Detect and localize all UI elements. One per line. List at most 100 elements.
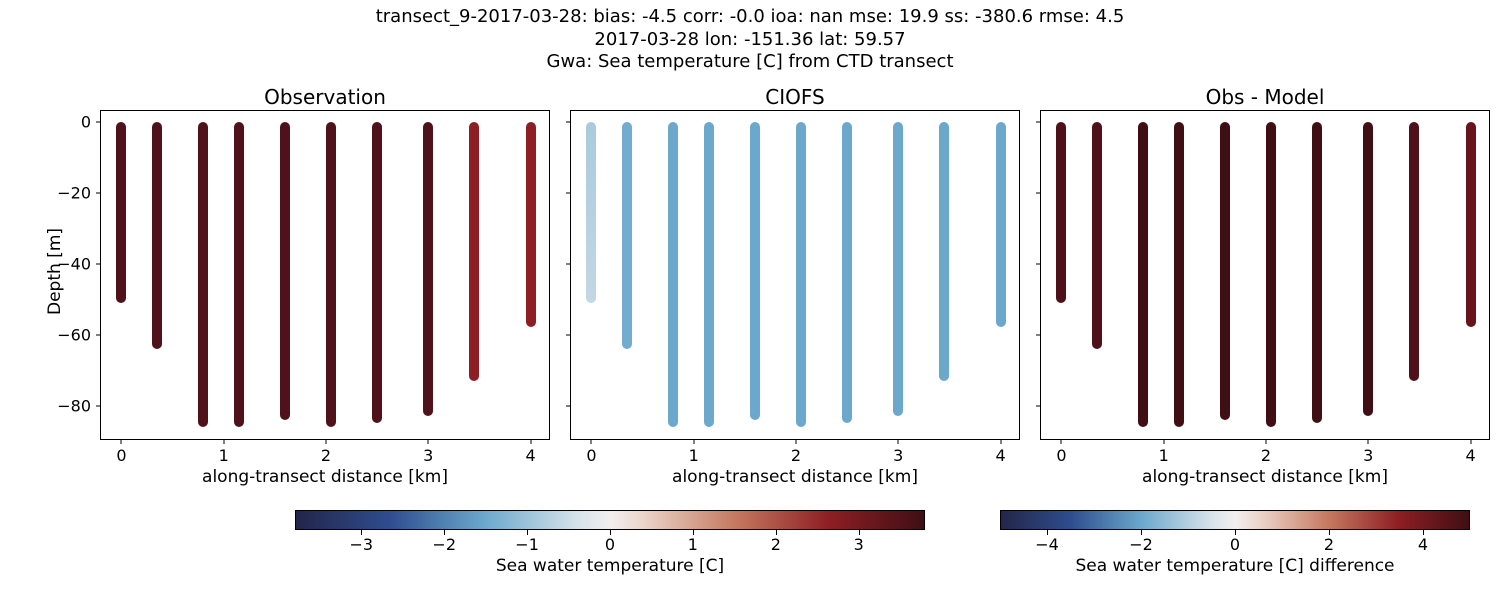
y-tick-mark xyxy=(566,263,571,264)
panel-title: CIOFS xyxy=(571,85,1019,109)
profile-bar xyxy=(1363,122,1373,417)
colorbar-tick-mark xyxy=(1141,530,1142,535)
colorbar-tick-mark xyxy=(1235,530,1236,535)
profile-bar xyxy=(796,122,806,427)
x-tick-label: 4 xyxy=(995,446,1005,465)
colorbar-tick-label: −1 xyxy=(515,535,539,554)
profile-bar xyxy=(704,122,714,427)
panel-obs---model: Obs - Model01234along-transect distance … xyxy=(1040,110,1490,440)
profile-bar xyxy=(750,122,760,420)
x-tick-label: 4 xyxy=(1465,446,1475,465)
colorbar-tick-mark xyxy=(444,530,445,535)
title-line-2: 2017-03-28 lon: -151.36 lat: 59.57 xyxy=(0,29,1500,52)
x-tick-label: 2 xyxy=(791,446,801,465)
profile-bar xyxy=(198,122,208,427)
y-tick-mark xyxy=(96,192,101,193)
x-tick-mark xyxy=(428,439,429,444)
colorbar: −3−2−10123Sea water temperature [C] xyxy=(295,510,925,530)
x-tick-mark xyxy=(1000,439,1001,444)
profile-bar xyxy=(842,122,852,424)
x-tick-label: 3 xyxy=(1363,446,1373,465)
profile-bar xyxy=(1266,122,1276,427)
colorbar-tick-mark xyxy=(610,530,611,535)
colorbar-tick-mark xyxy=(1329,530,1330,535)
title-line-3: Gwa: Sea temperature [C] from CTD transe… xyxy=(0,51,1500,74)
panel-observation: Observation0−20−40−60−8001234along-trans… xyxy=(100,110,550,440)
colorbar-tick-mark xyxy=(693,530,694,535)
panel-title: Observation xyxy=(101,85,549,109)
x-axis-label: along-transect distance [km] xyxy=(101,467,549,487)
y-tick-mark xyxy=(96,121,101,122)
x-tick-label: 4 xyxy=(525,446,535,465)
colorbar-tick-label: 2 xyxy=(1324,535,1334,554)
x-tick-mark xyxy=(1163,439,1164,444)
colorbar-tick-mark xyxy=(1047,530,1048,535)
profile-bar xyxy=(996,122,1006,328)
colorbar-gradient xyxy=(295,510,925,530)
profile-bar xyxy=(939,122,949,381)
x-tick-label: 2 xyxy=(1261,446,1271,465)
x-tick-mark xyxy=(1266,439,1267,444)
x-tick-mark xyxy=(530,439,531,444)
x-tick-mark xyxy=(326,439,327,444)
x-tick-label: 1 xyxy=(1159,446,1169,465)
y-tick-mark xyxy=(96,263,101,264)
profile-bar xyxy=(423,122,433,417)
y-tick-mark xyxy=(566,121,571,122)
colorbar: −4−2024Sea water temperature [C] differe… xyxy=(1000,510,1470,530)
colorbar-tick-mark xyxy=(361,530,362,535)
colorbar-tick-label: −2 xyxy=(1129,535,1153,554)
profile-bar xyxy=(116,122,126,303)
x-tick-mark xyxy=(591,439,592,444)
panel-ciofs: CIOFS01234along-transect distance [km] xyxy=(570,110,1020,440)
y-tick-label: 0 xyxy=(81,112,91,131)
x-tick-mark xyxy=(796,439,797,444)
figure-title: transect_9-2017-03-28: bias: -4.5 corr: … xyxy=(0,6,1500,74)
y-tick-mark xyxy=(566,405,571,406)
figure: transect_9-2017-03-28: bias: -4.5 corr: … xyxy=(0,0,1500,600)
colorbar-tick-label: 1 xyxy=(688,535,698,554)
colorbar-tick-mark xyxy=(1423,530,1424,535)
profile-bar xyxy=(1466,122,1476,328)
profile-bar xyxy=(1174,122,1184,427)
x-axis-label: along-transect distance [km] xyxy=(571,467,1019,487)
profile-bar xyxy=(1056,122,1066,303)
colorbar-tick-label: 0 xyxy=(605,535,615,554)
x-axis-label: along-transect distance [km] xyxy=(1041,467,1489,487)
y-tick-label: −80 xyxy=(57,396,91,415)
title-line-1: transect_9-2017-03-28: bias: -4.5 corr: … xyxy=(0,6,1500,29)
profile-bar xyxy=(586,122,596,303)
x-tick-mark xyxy=(693,439,694,444)
x-tick-label: 1 xyxy=(689,446,699,465)
y-tick-mark xyxy=(1036,263,1041,264)
colorbar-tick-label: 3 xyxy=(854,535,864,554)
x-tick-label: 0 xyxy=(586,446,596,465)
y-tick-mark xyxy=(96,334,101,335)
profile-bar xyxy=(469,122,479,381)
profile-bar xyxy=(1092,122,1102,349)
colorbar-tick-label: −3 xyxy=(350,535,374,554)
x-tick-label: 3 xyxy=(893,446,903,465)
profile-bar xyxy=(234,122,244,427)
y-tick-label: −60 xyxy=(57,325,91,344)
x-tick-mark xyxy=(223,439,224,444)
y-tick-mark xyxy=(566,334,571,335)
y-tick-mark xyxy=(96,405,101,406)
y-tick-mark xyxy=(566,192,571,193)
x-tick-label: 0 xyxy=(116,446,126,465)
colorbar-tick-label: −4 xyxy=(1035,535,1059,554)
y-axis-label: Depth [m] xyxy=(45,228,65,315)
profile-bar xyxy=(326,122,336,427)
profile-bar xyxy=(280,122,290,420)
colorbar-tick-mark xyxy=(859,530,860,535)
colorbar-tick-label: −2 xyxy=(432,535,456,554)
y-tick-mark xyxy=(1036,121,1041,122)
colorbar-label: Sea water temperature [C] xyxy=(295,556,925,576)
x-tick-mark xyxy=(1368,439,1369,444)
colorbar-tick-mark xyxy=(527,530,528,535)
profile-bar xyxy=(893,122,903,417)
colorbar-gradient xyxy=(1000,510,1470,530)
colorbar-label: Sea water temperature [C] difference xyxy=(1000,556,1470,576)
colorbar-tick-label: 0 xyxy=(1230,535,1240,554)
profile-bar xyxy=(526,122,536,328)
